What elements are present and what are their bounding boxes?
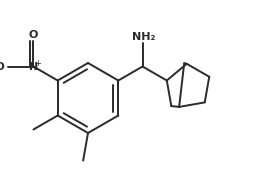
Text: +: + [34,58,41,68]
Text: NH₂: NH₂ [132,32,155,42]
Text: −O: −O [0,62,6,71]
Text: O: O [29,30,38,40]
Text: N: N [29,62,38,71]
